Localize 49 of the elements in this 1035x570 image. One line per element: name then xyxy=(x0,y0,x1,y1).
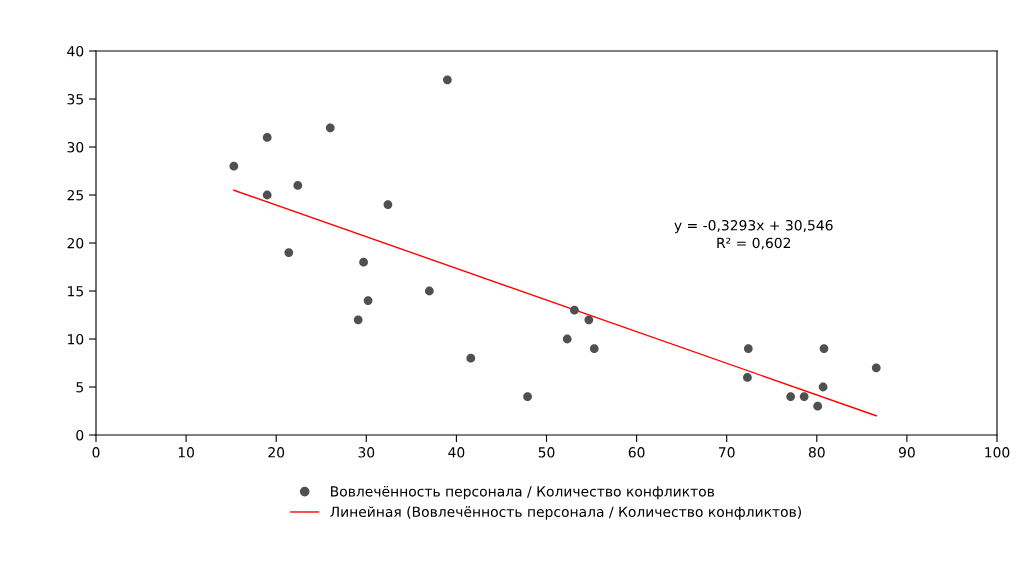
point xyxy=(871,363,881,373)
point xyxy=(523,392,532,401)
y-tick-label: 30 xyxy=(67,141,84,153)
y-tick-label: 20 xyxy=(67,237,84,249)
point xyxy=(589,344,599,353)
point xyxy=(262,190,272,200)
point xyxy=(359,257,368,267)
x-tick-label: 10 xyxy=(178,447,195,458)
point xyxy=(443,75,452,85)
y-tick-label: 5 xyxy=(76,382,83,393)
point xyxy=(262,133,272,142)
annotation: y = -0,3293x + 30,546 R² = 0,602 xyxy=(674,220,833,250)
y-tick-label: 0 xyxy=(76,429,84,441)
point xyxy=(363,296,373,305)
legend-label: Линейная (Вовлечённость персонала / Количество конфликтов) xyxy=(330,506,801,520)
x-tick-label: 80 xyxy=(808,447,825,458)
y-tick-label: 15 xyxy=(68,286,83,297)
point xyxy=(818,382,828,392)
point xyxy=(584,315,594,325)
point xyxy=(743,344,753,353)
y-tick-label: 25 xyxy=(67,189,83,201)
legend-label: Вовлечённость персонала / Количество конфликтов xyxy=(331,485,715,500)
x-tick-label: 100 xyxy=(985,447,1010,458)
x-tick-label: 90 xyxy=(898,447,915,458)
point xyxy=(743,373,752,382)
x-tick-label: 40 xyxy=(448,447,465,458)
point xyxy=(383,200,393,209)
point xyxy=(466,353,476,363)
y-tick-label: 35 xyxy=(67,93,83,105)
point xyxy=(293,181,303,190)
x-tick-label: 50 xyxy=(538,447,555,458)
x-tick-label: 70 xyxy=(719,447,735,458)
point xyxy=(786,392,796,401)
x-tick-label: 60 xyxy=(628,447,645,458)
point xyxy=(799,392,809,401)
y-tick-label: 10 xyxy=(68,333,84,345)
x-tick-label: 30 xyxy=(358,447,375,458)
point xyxy=(813,401,823,411)
point xyxy=(284,248,294,257)
point xyxy=(819,344,829,353)
point xyxy=(353,315,363,325)
x-tick-label: 0 xyxy=(92,447,100,458)
point xyxy=(570,305,579,315)
point xyxy=(325,123,335,133)
point xyxy=(229,161,239,171)
point xyxy=(424,286,434,296)
x-tick-label: 20 xyxy=(268,447,285,458)
y-tick-label: 40 xyxy=(67,45,84,57)
point xyxy=(562,334,572,344)
